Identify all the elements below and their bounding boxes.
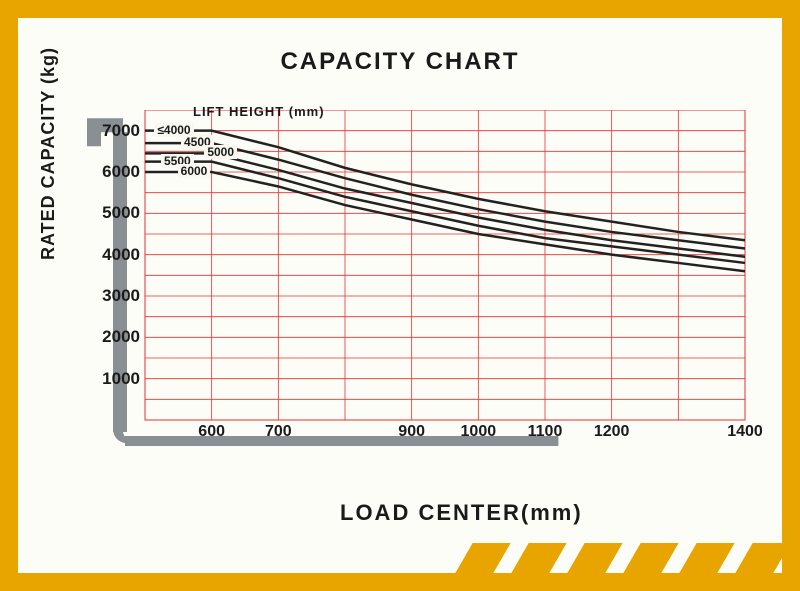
x-tick: 1200	[594, 423, 630, 441]
stripe	[623, 543, 678, 573]
chart-title: CAPACITY CHART	[0, 48, 800, 76]
y-tick: 2000	[85, 327, 140, 347]
frame-top	[0, 0, 800, 18]
y-tick: 6000	[85, 162, 140, 182]
y-tick: 5000	[85, 203, 140, 223]
x-axis-label: LOAD CENTER(mm)	[340, 500, 583, 526]
frame-bottom	[0, 573, 800, 591]
series-label: 6000	[178, 164, 211, 178]
y-tick: 7000	[85, 121, 140, 141]
x-tick: 1000	[461, 423, 497, 441]
y-tick: 3000	[85, 286, 140, 306]
capacity-chart: LIFT HEIGHT (mm) 10002000300040005000600…	[75, 110, 755, 460]
frame-right	[782, 0, 800, 591]
lift-height-header: LIFT HEIGHT (mm)	[193, 104, 325, 119]
x-tick: 900	[398, 423, 425, 441]
x-tick: 700	[265, 423, 292, 441]
x-tick: 1400	[727, 423, 763, 441]
stripe	[511, 543, 566, 573]
x-tick: 600	[198, 423, 225, 441]
y-tick: 4000	[85, 245, 140, 265]
stripe	[567, 543, 622, 573]
series-label: 5000	[204, 145, 237, 159]
y-axis-label: RATED CAPACITY (kg)	[38, 47, 59, 260]
stripe	[455, 543, 510, 573]
y-tick: 1000	[85, 369, 140, 389]
stripe	[679, 543, 734, 573]
x-tick: 1100	[528, 423, 563, 441]
decorative-stripes	[464, 543, 782, 573]
frame-left	[0, 0, 18, 591]
